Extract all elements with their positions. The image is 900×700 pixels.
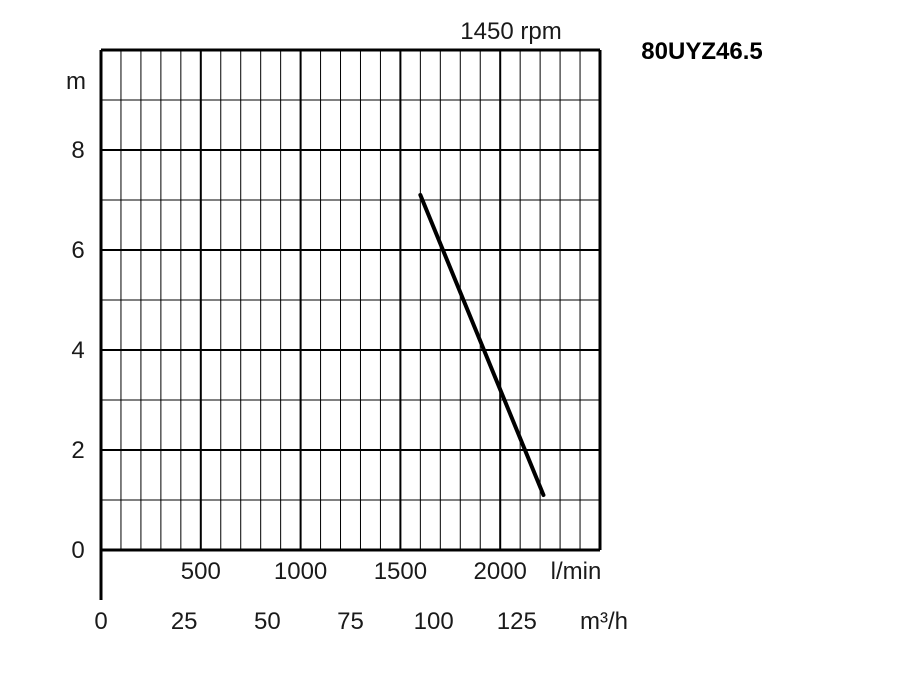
m3h-tick-label: 100 <box>414 608 454 635</box>
y-tick-label: 0 <box>71 537 84 564</box>
m3h-unit-label: m³/h <box>580 608 628 635</box>
m3h-tick-labels: 0 25 50 75 100 125 <box>94 608 537 635</box>
m3h-tick-label: 125 <box>497 608 537 635</box>
y-tick-label: 8 <box>71 137 84 164</box>
m3h-tick-label: 50 <box>254 608 281 635</box>
m3h-tick-label: 25 <box>171 608 198 635</box>
curve-group <box>418 193 546 497</box>
m3h-tick-label: 0 <box>94 608 107 635</box>
pump-curve-line <box>418 193 546 497</box>
y-tick-label: 2 <box>71 437 84 464</box>
grid <box>101 50 600 550</box>
y-tick-labels: 0 2 4 6 8 <box>71 137 84 564</box>
m3h-tick-label: 75 <box>337 608 364 635</box>
lmin-tick-label: 1000 <box>274 558 327 585</box>
lmin-tick-label: 500 <box>181 558 221 585</box>
y-tick-label: 6 <box>71 237 84 264</box>
lmin-unit-label: l/min <box>551 558 602 585</box>
y-tick-label: 4 <box>71 337 84 364</box>
plot-frame <box>99 48 602 600</box>
lmin-tick-label: 1500 <box>374 558 427 585</box>
model-label: 80UYZ46.5 <box>641 38 762 65</box>
speed-label: 1450 rpm <box>460 18 561 45</box>
y-axis-unit: m <box>66 68 86 95</box>
lmin-tick-label: 2000 <box>474 558 527 585</box>
lmin-tick-labels: 500 1000 1500 2000 <box>181 558 527 585</box>
